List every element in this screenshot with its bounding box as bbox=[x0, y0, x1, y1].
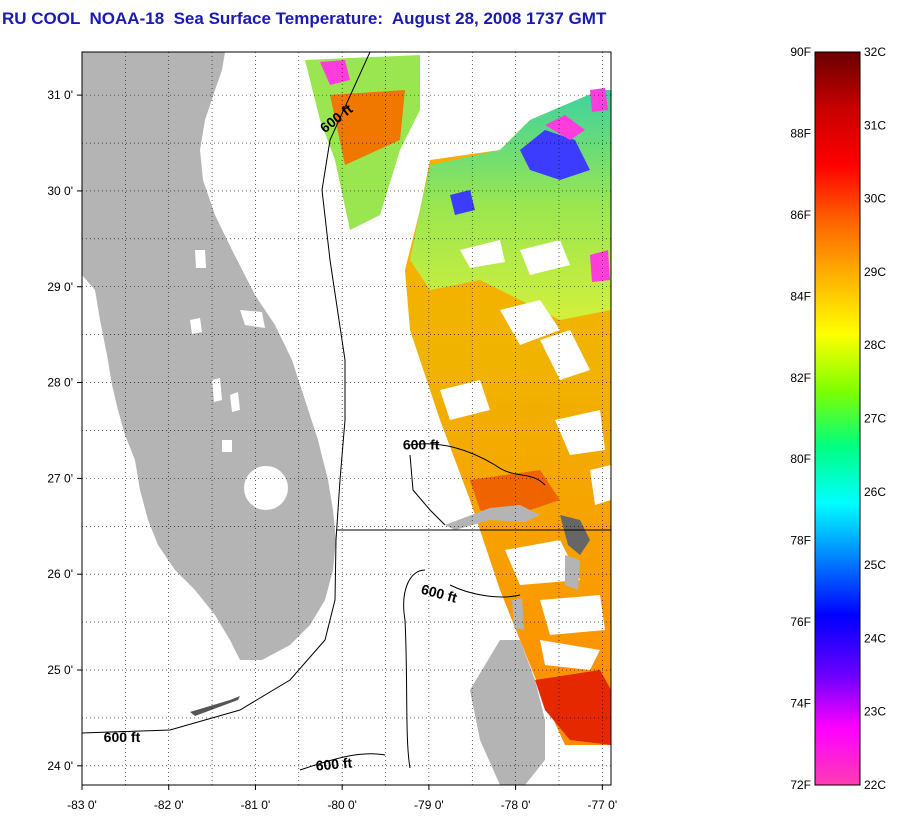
colorbar-f-label: 88F bbox=[790, 126, 811, 140]
colorbar-c-label: 32C bbox=[864, 45, 886, 59]
y-axis: 24 0' 25 0' 26 0' 27 0' 28 0' 29 0' 30 0' 31 0' bbox=[47, 88, 82, 773]
sst-swath bbox=[305, 55, 611, 745]
bahamas-grand bbox=[445, 505, 540, 530]
colorbar-f-label: 84F bbox=[790, 289, 811, 303]
colorbar-celsius-labels: 32C 31C 30C 29C 28C 27C 26C 25C 24C 23C 22C bbox=[864, 45, 886, 792]
x-axis: -83 0' -82 0' -81 0' -80 0' -79 0' -78 0' -77 … bbox=[67, 785, 617, 812]
map-title: RU COOL NOAA-18 Sea Surface Temperature:… bbox=[2, 9, 607, 28]
colorbar-fahrenheit-labels: 90F 88F 86F 84F 82F 80F 78F 76F 74F 72F bbox=[790, 45, 811, 792]
colorbar-c-label: 26C bbox=[864, 485, 886, 499]
colorbar-gradient bbox=[814, 51, 861, 786]
colorbar-f-label: 82F bbox=[790, 371, 811, 385]
colorbar-f-label: 80F bbox=[790, 452, 811, 466]
depth-contours bbox=[82, 52, 546, 771]
y-tick-label: 28 0' bbox=[47, 376, 73, 390]
colorbar-f-label: 76F bbox=[790, 615, 811, 629]
x-tick-label: -79 0' bbox=[414, 798, 444, 812]
y-tick-label: 24 0' bbox=[47, 759, 73, 773]
plot-frame bbox=[81, 51, 612, 786]
y-tick-label: 26 0' bbox=[47, 567, 73, 581]
colorbar-f-label: 74F bbox=[790, 697, 811, 711]
x-tick-label: -83 0' bbox=[67, 798, 97, 812]
x-tick-label: -77 0' bbox=[587, 798, 617, 812]
contour-label: 600 ft bbox=[315, 754, 353, 773]
y-tick-label: 25 0' bbox=[47, 663, 73, 677]
colorbar-c-label: 25C bbox=[864, 558, 886, 572]
contour-label: 600 ft bbox=[104, 729, 141, 745]
x-tick-label: -78 0' bbox=[501, 798, 531, 812]
colorbar-c-label: 29C bbox=[864, 265, 886, 279]
x-tick-label: -81 0' bbox=[241, 798, 271, 812]
colorbar-c-label: 27C bbox=[864, 412, 886, 426]
colorbar-c-label: 23C bbox=[864, 705, 886, 719]
colorbar-c-label: 28C bbox=[864, 338, 886, 352]
colorbar-f-label: 78F bbox=[790, 534, 811, 548]
y-tick-label: 30 0' bbox=[47, 184, 73, 198]
contour-label: 600 ft bbox=[403, 437, 440, 453]
y-tick-label: 27 0' bbox=[47, 471, 73, 485]
colorbar-f-label: 90F bbox=[790, 45, 811, 59]
y-tick-label: 31 0' bbox=[47, 88, 73, 102]
colorbar-c-label: 31C bbox=[864, 118, 886, 132]
colorbar-c-label: 24C bbox=[864, 631, 886, 645]
colorbar-c-label: 30C bbox=[864, 192, 886, 206]
x-tick-label: -80 0' bbox=[327, 798, 357, 812]
colorbar-f-label: 72F bbox=[790, 778, 811, 792]
bahamas-abaco bbox=[560, 515, 590, 555]
x-tick-label: -82 0' bbox=[154, 798, 184, 812]
y-tick-label: 29 0' bbox=[47, 280, 73, 294]
grid-lines bbox=[81, 52, 611, 785]
bahamas-andros bbox=[470, 640, 545, 785]
colorbar-f-label: 86F bbox=[790, 208, 811, 222]
colorbar-c-label: 22C bbox=[864, 778, 886, 792]
